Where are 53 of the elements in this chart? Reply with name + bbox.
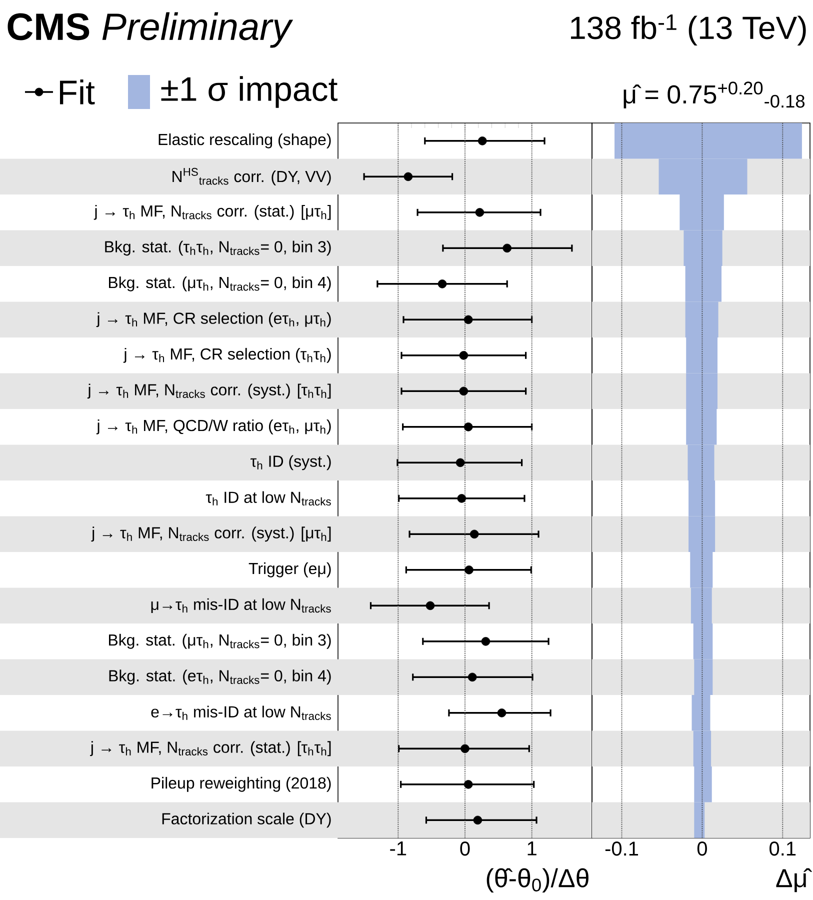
point	[460, 744, 470, 754]
point	[464, 565, 474, 574]
y-tick-label: Bkg. stat. (μτ$_{h}$, N$_{tracks}$= 0, bin 3)	[108, 634, 331, 649]
y-tick-label: j → τ$_{h}$ MF, N$_{tracks}$ corr. (stat.) [μτ$_{h}$]	[94, 204, 331, 220]
x-tick-label: 1	[528, 842, 536, 856]
point	[404, 172, 413, 182]
y-tick-label: Bkg. stat. (τ$_{h}$τ$_{h}$, N$_{tracks}$= 0, bin 3)	[105, 240, 331, 256]
chart-subtitle: 138 fb$^{-1}$ (13 TeV)	[571, 14, 806, 46]
point	[459, 386, 468, 396]
point	[502, 244, 512, 253]
point	[473, 816, 482, 825]
y-tick-label: j → τ$_{h}$ MF, QCD/W ratio (eτ$_{h}$, μτ$_{h}$)	[96, 419, 331, 434]
y-tick-label: Pileup reweighting (2018)	[152, 776, 331, 792]
chart-title: CMS Preliminary	[8, 12, 294, 48]
legend-label: ±1 σ impact	[161, 76, 338, 108]
x-tick-label: -0.1	[605, 842, 638, 856]
point	[470, 530, 479, 539]
category-label: j → τ$_{h}$ MF, N$_{tracks}$ corr. (syst.) [τ$_{h}$τ$_{h}$]	[87, 384, 331, 399]
x-axis-title: Δμ̂	[776, 868, 812, 892]
point	[459, 350, 468, 360]
y-tick-label: e→τ$_{h}$ mis-ID at low N$_{tracks}$	[151, 706, 331, 720]
point	[438, 279, 447, 288]
x-axis-title: (θ̂-θ$_{0}$)/Δθ	[486, 868, 588, 893]
y-tick-label: Factorization scale (DY)	[162, 812, 331, 828]
point	[456, 458, 465, 468]
y-tick-label: τ$_{h}$ ID at low N$_{tracks}$	[206, 491, 331, 506]
point	[468, 672, 477, 682]
x-tick-label: 0.1	[770, 842, 796, 856]
y-tick-label: μ→τ$_{h}$ mis-ID at low N$_{tracks}$	[151, 598, 331, 613]
point	[475, 208, 484, 217]
y-tick-label: Elastic rescaling (shape)	[158, 133, 331, 148]
x-tick-label: -1	[390, 842, 406, 856]
point	[457, 494, 466, 503]
y-tick-label: j → τ$_{h}$ MF, N$_{tracks}$ corr. (syst.) [μτ$_{h}$]	[91, 526, 331, 542]
x-tick-label: 0	[460, 842, 470, 856]
point	[481, 636, 490, 646]
point	[497, 708, 506, 718]
point	[464, 422, 473, 432]
legend-label: Fit	[60, 80, 95, 104]
point	[464, 315, 473, 324]
x-tick-label: 0	[697, 842, 707, 856]
y-tick-label: j → τ$_{h}$ MF, CR selection (eτ$_{h}$, μτ$_{h}$)	[96, 312, 331, 328]
y-tick-label: Bkg. stat. (μτ$_{h}$, N$_{tracks}$= 0, bin 4)	[108, 276, 331, 292]
point	[478, 136, 487, 146]
point	[464, 780, 473, 789]
y-tick-label: τ$_{h}$ ID (syst.)	[250, 455, 331, 470]
category-label: j → τ$_{h}$ MF, N$_{tracks}$ corr. (stat.) [τ$_{h}$τ$_{h}$]	[90, 741, 331, 756]
y-tick-label: j → τ$_{h}$ MF, CR selection (τ$_{h}$τ$_{h}$)	[123, 348, 331, 363]
point	[426, 601, 435, 610]
y-tick-label: N$^{HS}$$_{tracks}$ corr. (DY, VV)	[172, 168, 331, 186]
y-tick-label: Bkg. stat. (eτ$_{h}$, N$_{tracks}$= 0, bin 4)	[109, 670, 331, 685]
y-tick-label: Trigger (eμ)	[248, 562, 331, 578]
text: μ̂ = 0.75$^{+0.20}$-0.18	[624, 82, 804, 108]
